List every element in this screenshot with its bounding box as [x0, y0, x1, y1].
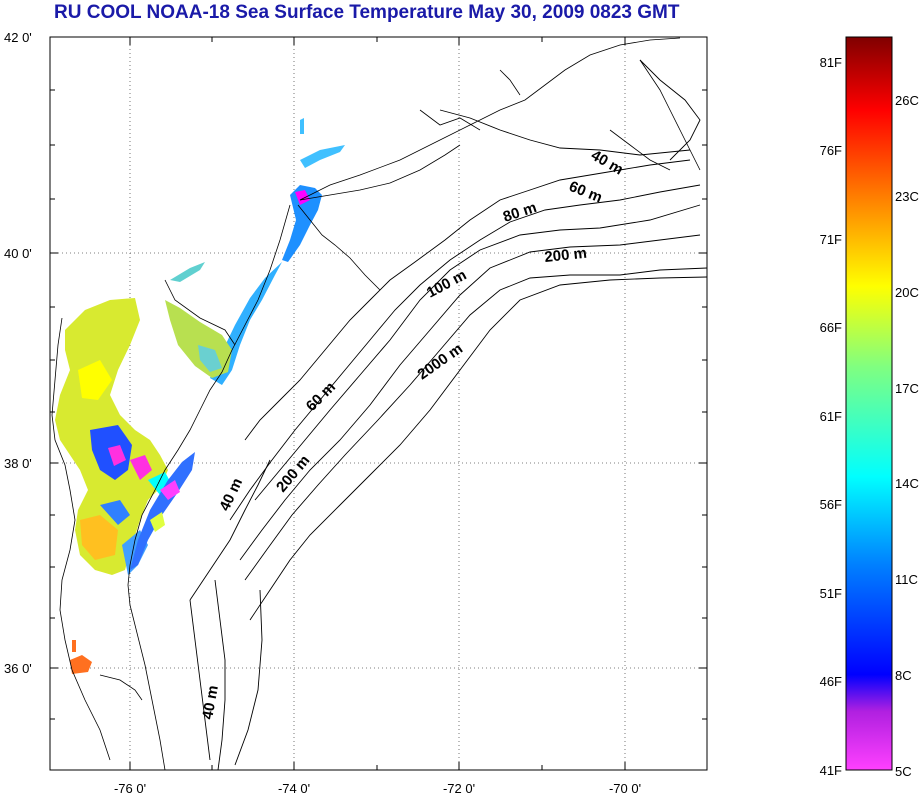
coastline	[51, 37, 701, 771]
lon-label-72: -72 0'	[443, 781, 475, 796]
axis-ticks	[50, 36, 707, 770]
cbar-f-51: 51F	[820, 586, 842, 601]
cbar-c-14: 14C	[895, 476, 919, 491]
cbar-c-23: 23C	[895, 189, 919, 204]
lon-label-70: -70 0'	[609, 781, 641, 796]
cbar-f-46: 46F	[820, 674, 842, 689]
map-frame	[49, 36, 708, 771]
cbar-c-8: 8C	[895, 668, 912, 683]
cbar-c-11: 11C	[895, 572, 918, 587]
cbar-f-81: 81F	[820, 55, 842, 70]
lat-label-42: 42 0'	[4, 30, 32, 45]
latitude-labels: 42 0' 40 0' 38 0' 36 0'	[4, 30, 32, 676]
graticule	[50, 37, 707, 770]
colorbar-celsius-labels: 26C 23C 20C 17C 14C 11C 8C 5C	[895, 93, 919, 779]
colorbar-fahrenheit-labels: 81F 76F 71F 66F 61F 56F 51F 46F 41F	[820, 55, 842, 778]
lat-label-38: 38 0'	[4, 456, 32, 471]
cbar-c-5: 5C	[895, 764, 912, 779]
cbar-f-76: 76F	[820, 143, 842, 158]
cbar-c-20: 20C	[895, 285, 919, 300]
cbar-f-66: 66F	[820, 320, 842, 335]
longitude-labels: -76 0' -74 0' -72 0' -70 0'	[114, 781, 641, 796]
cbar-f-61: 61F	[820, 409, 842, 424]
map-title: RU COOL NOAA-18 Sea Surface Temperature …	[54, 2, 680, 23]
cbar-c-17: 17C	[895, 381, 919, 396]
lat-label-40: 40 0'	[4, 246, 32, 261]
isobaths	[189, 59, 708, 771]
colorbar	[845, 36, 893, 771]
cbar-f-56: 56F	[820, 497, 842, 512]
cbar-f-71: 71F	[820, 232, 842, 247]
cbar-c-26: 26C	[895, 93, 919, 108]
isobath-label-200m-north: 200 m	[544, 245, 588, 266]
isobath-label-40m-south: 40 m	[199, 684, 222, 721]
sst-patches	[55, 118, 345, 674]
cbar-f-41: 41F	[820, 763, 842, 778]
lon-label-74: -74 0'	[278, 781, 310, 796]
lon-label-76: -76 0'	[114, 781, 146, 796]
lat-label-36: 36 0'	[4, 661, 32, 676]
